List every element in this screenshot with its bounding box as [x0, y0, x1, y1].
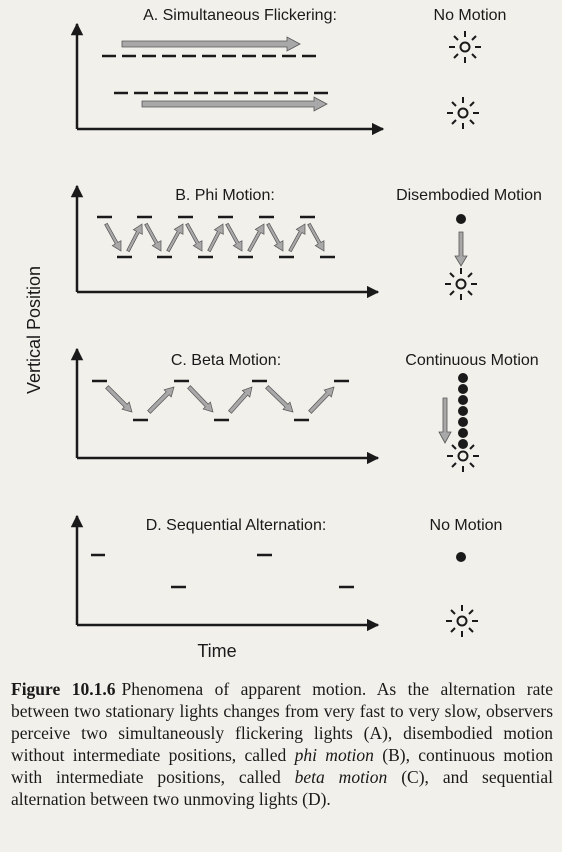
panel-b-arrow-down	[185, 222, 203, 252]
panel-c-title: C. Beta Motion:	[171, 352, 281, 369]
panel-d-percept: No Motion	[430, 517, 503, 534]
panel-b-axes	[70, 184, 380, 299]
panel-c-light-icon	[447, 444, 479, 472]
panel-c-arrow-up	[147, 386, 175, 414]
panel-a-axes	[70, 22, 385, 136]
panel-b-arrow-up	[126, 223, 143, 253]
panel-b-arrow-up	[207, 223, 224, 253]
panel-c-arrow-up	[228, 386, 253, 414]
panel-c-arrow-down	[105, 385, 133, 413]
x-axis-label: Time	[197, 641, 236, 661]
panel-c-motion-arrows	[105, 385, 335, 414]
caption-term-beta: beta motion	[294, 767, 388, 787]
caption-text-1: Phenomena of apparent motion. As the alt…	[11, 679, 553, 765]
panel-a-light-icon-bottom	[447, 97, 479, 129]
panel-c-arrow-up	[308, 386, 335, 414]
panel-b-arrow-down	[104, 222, 122, 252]
figure-caption: Figure 10.1.6 Phenomena of apparent motio…	[11, 678, 553, 810]
panel-b-light-dot	[456, 214, 466, 224]
panel-b-arrow-down	[266, 222, 284, 252]
panel-d: D. Sequential Alternation: No Motion Tim…	[70, 514, 503, 661]
panel-c-percept: Continuous Motion	[405, 352, 538, 369]
panel-b-motion-arrows	[104, 222, 325, 253]
panel-a-percept: No Motion	[434, 7, 507, 24]
panel-c-axes	[70, 347, 380, 465]
panel-c-dot-column	[458, 373, 468, 449]
panel-c: C. Beta Motion: Continuous Motion	[70, 347, 539, 472]
panel-a: A. Simultaneous Flickering: No Motion	[70, 7, 507, 136]
panel-b-percept: Disembodied Motion	[396, 187, 542, 204]
panel-a-light-icon-top	[449, 31, 481, 63]
panel-b-arrow-up	[288, 223, 306, 253]
panel-b-arrow-up	[166, 223, 184, 253]
panel-d-light-icon	[446, 605, 478, 637]
caption-label: Figure 10.1.6	[11, 679, 116, 699]
panel-b-light-icon	[445, 268, 477, 300]
y-axis-label: Vertical Position	[24, 266, 44, 394]
apparent-motion-figure: Vertical Position A. Simultaneous Flicke…	[24, 7, 542, 661]
panel-d-lights	[91, 553, 354, 589]
panel-c-lights	[92, 379, 349, 422]
panel-a-title: A. Simultaneous Flickering:	[143, 7, 337, 24]
panel-b-arrow-down	[144, 222, 162, 252]
panel-a-time-arrows	[121, 36, 328, 112]
panel-b-arrow-down	[225, 222, 243, 252]
panel-b: B. Phi Motion: Disembodied Motion	[70, 184, 542, 300]
panel-c-arrow-down	[265, 385, 294, 413]
caption-text-3: (C), and sequential alternation between …	[11, 767, 553, 809]
panel-b-lights	[97, 215, 335, 259]
panel-b-down-arrow	[454, 231, 468, 267]
panel-c-arrow-down	[187, 385, 214, 413]
caption-text-2: (B), continuous motion with intermediate…	[11, 745, 553, 787]
panel-d-title: D. Sequential Alternation:	[146, 517, 327, 534]
panel-b-arrow-down	[307, 222, 325, 252]
panel-d-axes	[70, 514, 380, 632]
caption-term-phi: phi motion	[294, 745, 374, 765]
panel-b-title: B. Phi Motion:	[175, 187, 275, 204]
panel-c-down-arrow	[438, 397, 452, 444]
panel-d-light-dot	[456, 552, 466, 562]
panel-b-arrow-up	[247, 223, 265, 253]
